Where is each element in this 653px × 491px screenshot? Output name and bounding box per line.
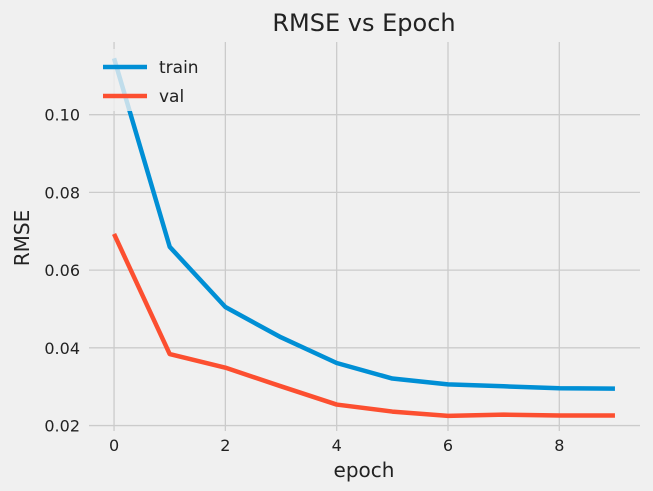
legend-label-train: train [159, 58, 199, 78]
y-tick-label: 0.08 [44, 183, 80, 202]
chart-title: RMSE vs Epoch [272, 9, 455, 37]
series-line-val [112, 233, 615, 419]
x-tick-label: 0 [109, 436, 119, 455]
y-tick-label: 0.10 [44, 106, 80, 125]
y-tick-label: 0.04 [44, 339, 80, 358]
legend-label-val: val [159, 87, 184, 107]
y-tick-label: 0.06 [44, 261, 80, 280]
legend: train val [96, 49, 212, 111]
x-tick-label: 2 [220, 436, 230, 455]
tick-labels: 0 2 4 6 8 0.02 0.04 0.06 0.08 0.10 [44, 106, 564, 455]
x-tick-label: 6 [443, 436, 453, 455]
series-line-train [111, 57, 615, 391]
y-axis-label: RMSE [10, 210, 34, 266]
grid-lines [89, 42, 640, 431]
x-tick-label: 8 [554, 436, 564, 455]
x-tick-label: 4 [332, 436, 342, 455]
series-layer [111, 57, 615, 419]
x-axis-label: epoch [334, 458, 395, 482]
y-tick-label: 0.02 [44, 417, 80, 436]
